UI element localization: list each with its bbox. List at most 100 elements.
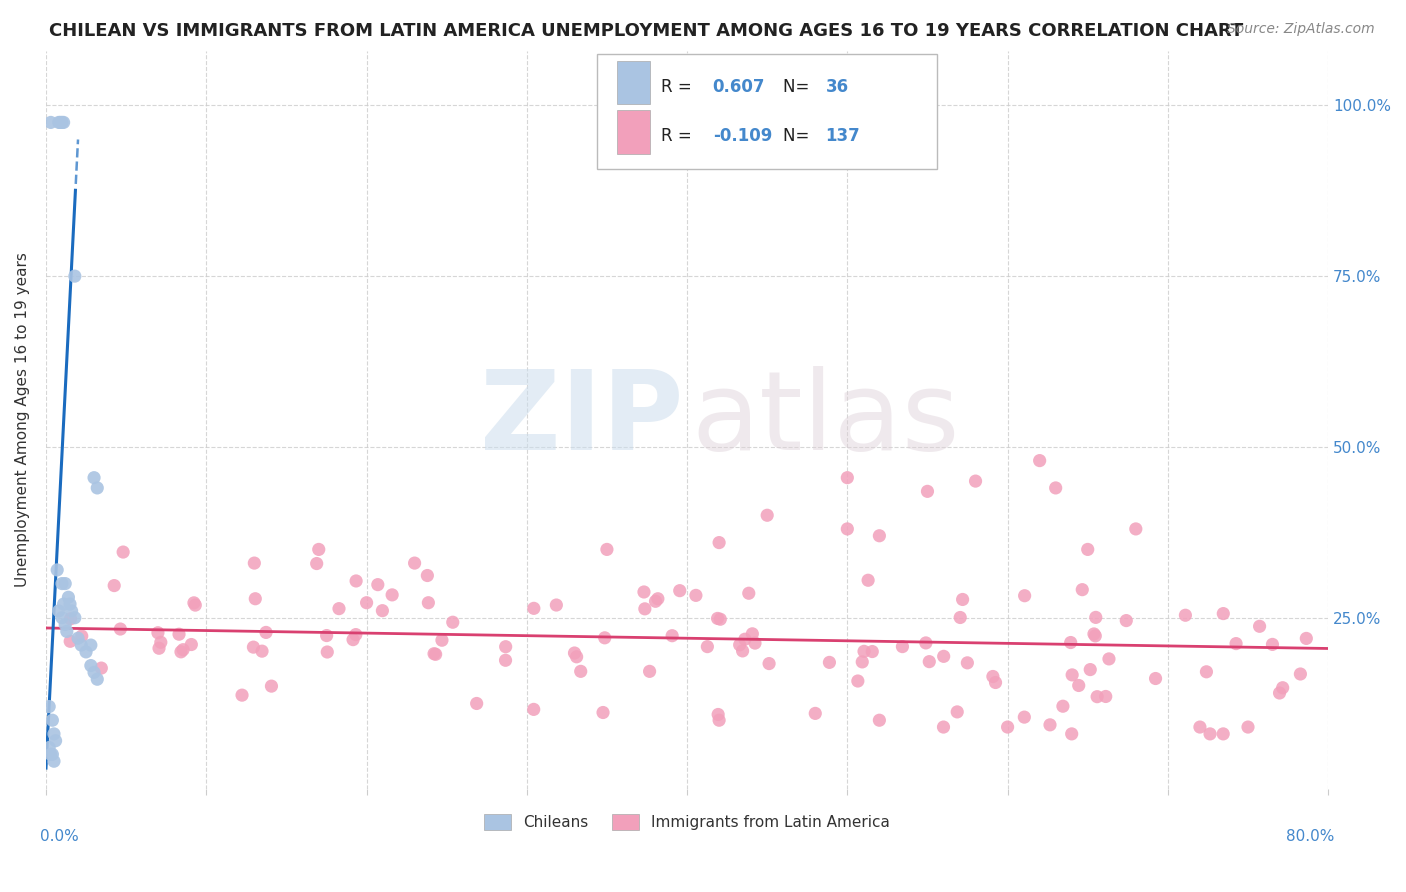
Point	[1212, 727, 1234, 741]
Point	[804, 706, 827, 721]
Point	[644, 594, 666, 608]
Point	[634, 602, 657, 616]
Point	[837, 471, 859, 485]
Point	[918, 655, 941, 669]
Point	[569, 665, 592, 679]
Point	[60, 604, 83, 618]
Point	[52, 115, 75, 129]
Point	[46, 563, 69, 577]
Point	[305, 557, 328, 571]
Point	[984, 675, 1007, 690]
Point	[1115, 614, 1137, 628]
Point	[342, 632, 364, 647]
Point	[328, 601, 350, 615]
Point	[441, 615, 464, 630]
Point	[1199, 727, 1222, 741]
Point	[756, 508, 779, 523]
Point	[112, 545, 135, 559]
Point	[1174, 608, 1197, 623]
Point	[1188, 720, 1211, 734]
Point	[997, 720, 1019, 734]
Point	[465, 697, 488, 711]
Point	[1289, 667, 1312, 681]
FancyBboxPatch shape	[598, 54, 936, 169]
Text: N=: N=	[783, 78, 815, 96]
Point	[1195, 665, 1218, 679]
Point	[381, 588, 404, 602]
Point	[1014, 710, 1036, 724]
Point	[371, 604, 394, 618]
Point	[1271, 681, 1294, 695]
Point	[952, 592, 974, 607]
Point	[744, 636, 766, 650]
Point	[1125, 522, 1147, 536]
Point	[758, 657, 780, 671]
Point	[59, 612, 82, 626]
Point	[39, 747, 62, 762]
Text: -0.109: -0.109	[713, 128, 772, 145]
Point	[592, 706, 614, 720]
Text: 80.0%: 80.0%	[1286, 830, 1334, 844]
Point	[70, 629, 93, 643]
Point	[1060, 635, 1083, 649]
Legend: Chileans, Immigrants from Latin America: Chileans, Immigrants from Latin America	[478, 808, 897, 836]
Point	[245, 591, 267, 606]
Point	[308, 542, 330, 557]
Point	[638, 665, 661, 679]
Text: 137: 137	[825, 128, 860, 145]
Point	[965, 474, 987, 488]
Point	[917, 484, 939, 499]
Point	[416, 568, 439, 582]
Point	[53, 617, 76, 632]
Point	[851, 655, 873, 669]
Point	[1039, 718, 1062, 732]
Point	[80, 638, 103, 652]
Text: Source: ZipAtlas.com: Source: ZipAtlas.com	[1227, 22, 1375, 37]
Point	[59, 597, 82, 611]
Point	[66, 632, 89, 646]
Point	[70, 638, 93, 652]
Point	[250, 644, 273, 658]
Point	[103, 578, 125, 592]
Point	[148, 641, 170, 656]
Point	[949, 610, 972, 624]
Point	[180, 638, 202, 652]
Point	[546, 598, 568, 612]
Text: ZIP: ZIP	[479, 366, 683, 473]
Point	[868, 529, 890, 543]
Point	[706, 611, 728, 625]
Point	[1085, 690, 1108, 704]
Point	[734, 632, 756, 647]
Point	[38, 699, 60, 714]
Point	[1094, 690, 1116, 704]
Point	[63, 269, 86, 284]
Point	[981, 669, 1004, 683]
Point	[260, 679, 283, 693]
Point	[593, 631, 616, 645]
Point	[596, 542, 619, 557]
Text: R =: R =	[661, 78, 697, 96]
Text: R =: R =	[661, 128, 697, 145]
Point	[51, 576, 73, 591]
Point	[430, 633, 453, 648]
Point	[83, 471, 105, 485]
Point	[707, 707, 730, 722]
Point	[853, 644, 876, 658]
Point	[1083, 627, 1105, 641]
Point	[41, 747, 63, 762]
Text: 0.607: 0.607	[713, 78, 765, 96]
Point	[1067, 678, 1090, 692]
Point	[1062, 668, 1084, 682]
FancyBboxPatch shape	[617, 110, 650, 153]
Point	[243, 556, 266, 570]
Point	[367, 577, 389, 591]
Point	[860, 644, 883, 658]
Point	[48, 115, 70, 129]
Text: 36: 36	[825, 78, 849, 96]
Point	[1098, 652, 1121, 666]
Point	[1212, 607, 1234, 621]
Point	[707, 535, 730, 549]
Point	[741, 627, 763, 641]
Point	[80, 658, 103, 673]
Point	[891, 640, 914, 654]
